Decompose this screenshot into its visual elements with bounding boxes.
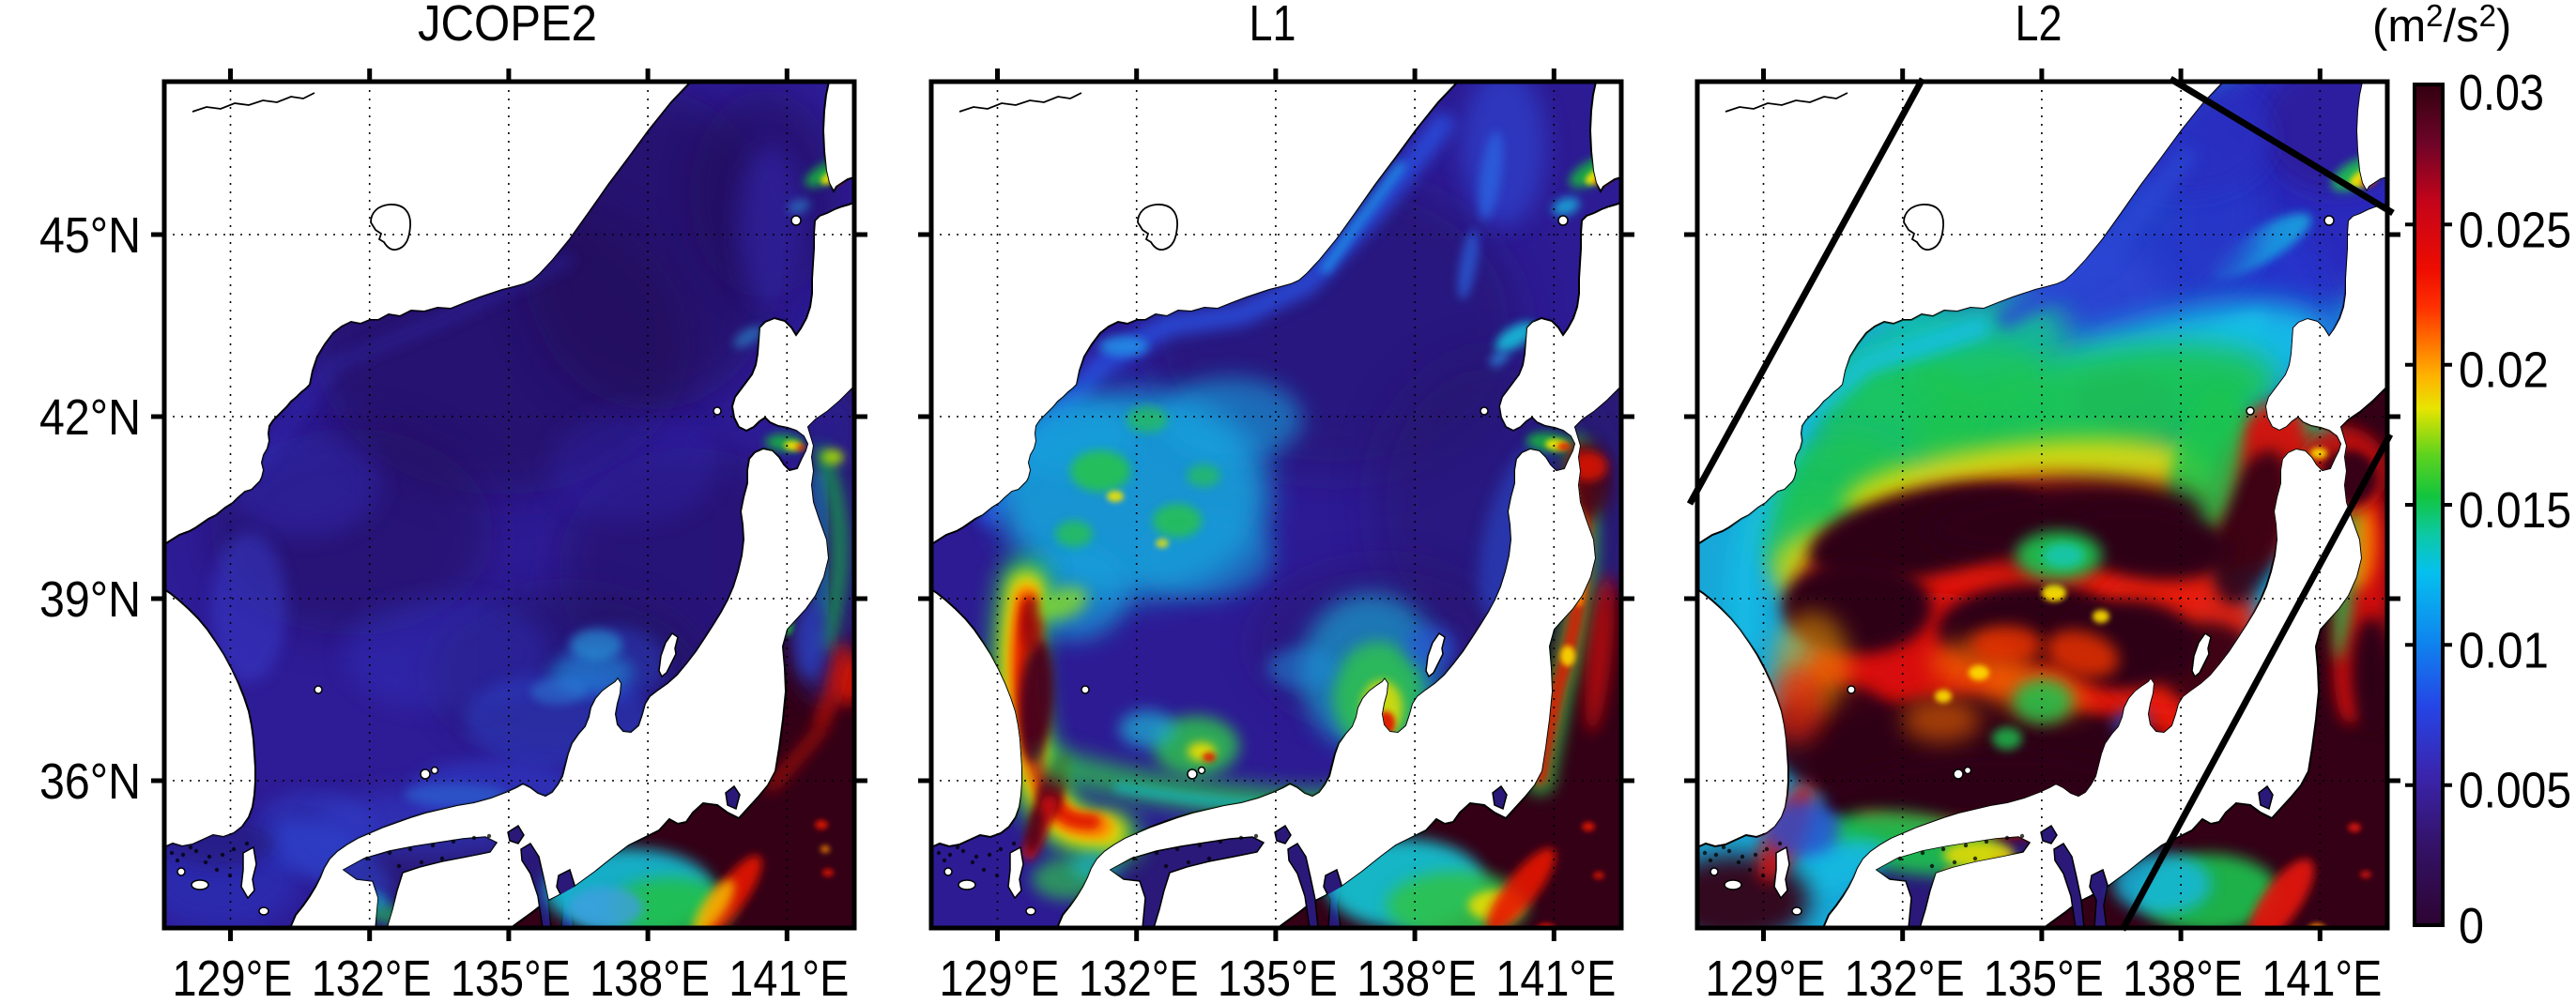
svg-text:0.03: 0.03 xyxy=(2459,65,2544,121)
svg-text:141°E: 141°E xyxy=(2262,951,2382,1004)
svg-text:JCOPE2: JCOPE2 xyxy=(418,0,597,52)
svg-text:0: 0 xyxy=(2459,898,2484,954)
svg-text:138°E: 138°E xyxy=(2123,951,2243,1004)
svg-text:45°N: 45°N xyxy=(39,207,141,264)
svg-text:135°E: 135°E xyxy=(1984,951,2104,1004)
svg-text:132°E: 132°E xyxy=(1845,951,1965,1004)
svg-text:129°E: 129°E xyxy=(1706,951,1826,1004)
svg-text:132°E: 132°E xyxy=(312,951,432,1004)
svg-text:141°E: 141°E xyxy=(1495,951,1616,1004)
svg-text:0.02: 0.02 xyxy=(2459,342,2549,399)
svg-text:138°E: 138°E xyxy=(1357,951,1477,1004)
svg-text:135°E: 135°E xyxy=(1218,951,1338,1004)
svg-text:42°N: 42°N xyxy=(39,389,141,446)
svg-text:39°N: 39°N xyxy=(39,571,141,628)
svg-text:L2: L2 xyxy=(2016,0,2062,52)
svg-text:135°E: 135°E xyxy=(451,951,571,1004)
svg-text:36°N: 36°N xyxy=(39,753,141,810)
svg-text:0.015: 0.015 xyxy=(2459,482,2571,539)
svg-text:L1: L1 xyxy=(1250,0,1296,52)
svg-text:138°E: 138°E xyxy=(590,951,710,1004)
svg-text:0.005: 0.005 xyxy=(2459,763,2571,819)
svg-text:129°E: 129°E xyxy=(173,951,293,1004)
svg-text:141°E: 141°E xyxy=(728,951,849,1004)
svg-text:132°E: 132°E xyxy=(1079,951,1199,1004)
svg-text:0.025: 0.025 xyxy=(2459,202,2571,258)
svg-text:0.01: 0.01 xyxy=(2459,622,2549,678)
svg-text:129°E: 129°E xyxy=(940,951,1060,1004)
